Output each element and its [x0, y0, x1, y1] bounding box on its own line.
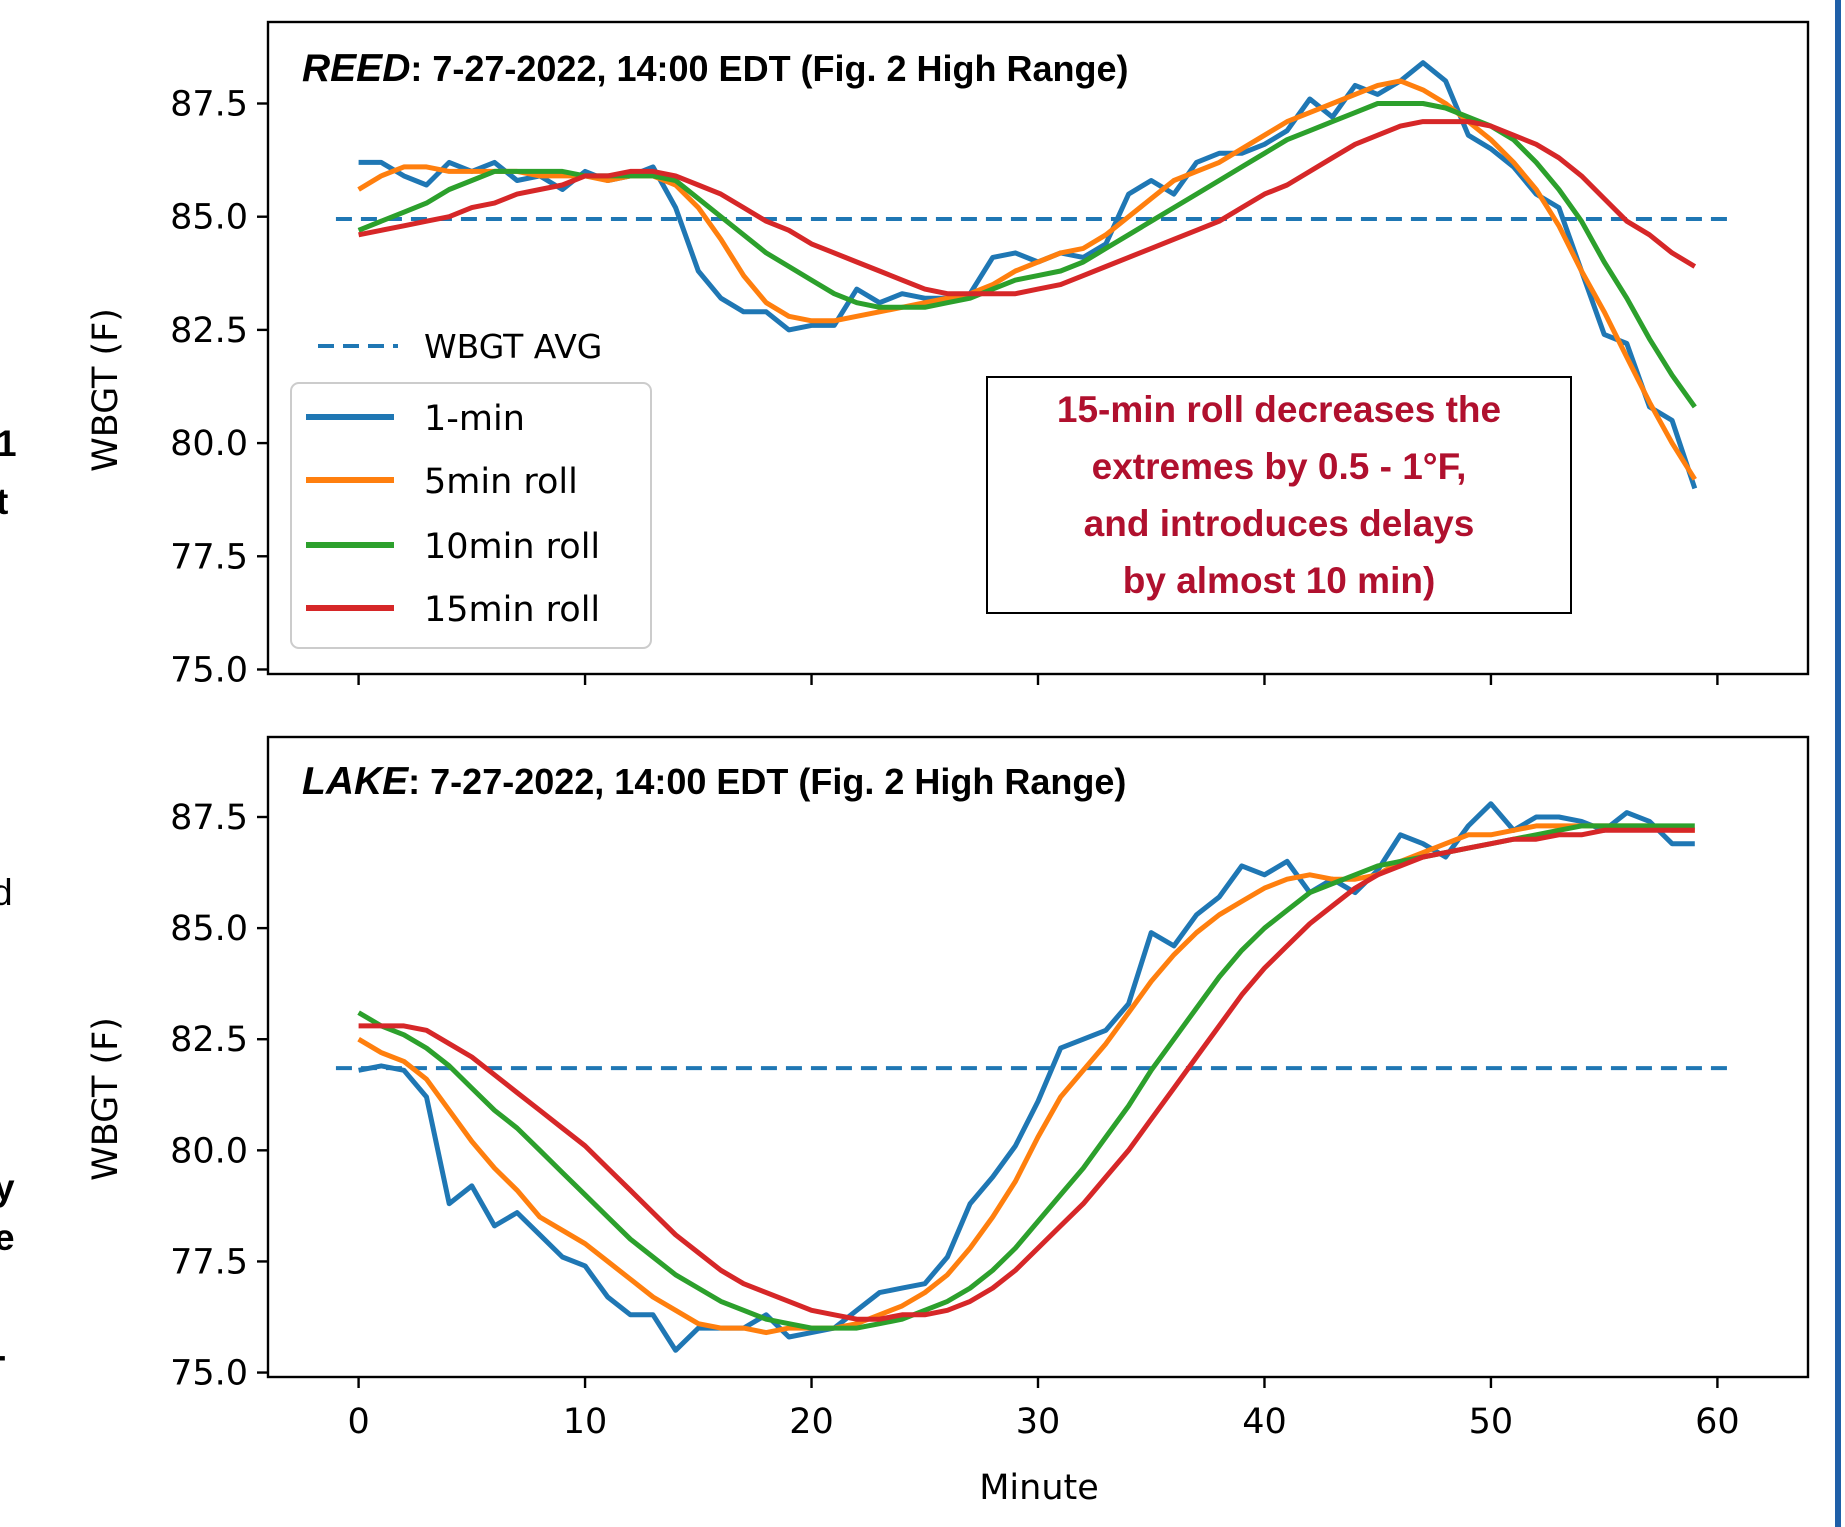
annotation-line-1: 15-min roll decreases the: [1057, 389, 1501, 430]
annotation: 15-min roll decreases the extremes by 0.…: [986, 376, 1572, 614]
side-fragment-2: t: [0, 481, 8, 522]
lake-y-tick-label-0: 75.0: [170, 1354, 248, 1394]
lake-y-tick-label-3: 82.5: [170, 1020, 248, 1060]
legend-label-5min: 5min roll: [424, 462, 578, 502]
lake-title-rest: : 7-27-2022, 14:00 EDT (Fig. 2 High Rang…: [408, 761, 1126, 802]
lake-x-tick-label-0: 0: [347, 1402, 369, 1442]
reed-x-ticks: [357, 674, 1719, 685]
lake-x-tick-label-6: 60: [1695, 1402, 1740, 1442]
lake-y-tick-label-4: 85.0: [170, 909, 248, 949]
reed-panel-title: REED: 7-27-2022, 14:00 EDT (Fig. 2 High …: [302, 47, 1129, 90]
legend-label-10min: 10min roll: [424, 527, 600, 567]
legend: WBGT AVG 1-min 5min roll 10min roll 15mi…: [290, 327, 652, 649]
lake-series-1-min: [358, 801, 1695, 1353]
lake-plot-frame: [266, 735, 1810, 1379]
annotation-line-3: and introduces delays: [1084, 503, 1475, 544]
lake-x-tick-label-2: 20: [789, 1402, 834, 1442]
x-axis-label: Minute: [979, 1468, 1099, 1508]
annotation-box: [986, 376, 1572, 614]
side-fragment-3: d: [0, 872, 13, 913]
lake-y-tick-label-5: 87.5: [170, 798, 248, 838]
reed-y-ticks: 75.0 77.5 80.0 82.5 85.0 87.5: [170, 85, 268, 690]
lake-title-station: LAKE: [302, 760, 409, 803]
reed-y-tick-label-0: 75.0: [170, 650, 248, 690]
side-fragment-1: 1: [0, 423, 17, 464]
lake-x-ticks: 0 10 20 30 40 50 60: [347, 1377, 1740, 1442]
reed-y-axis-label: WBGT (F): [86, 308, 126, 472]
reed-y-tick-label-4: 85.0: [170, 198, 248, 238]
legend-label-15min: 15min roll: [424, 590, 600, 630]
reed-y-tick-label-1: 77.5: [170, 537, 248, 577]
reed-y-tick-label-3: 82.5: [170, 311, 248, 351]
lake-series-5min-roll: [357, 823, 1695, 1336]
lake-series-layer: [357, 801, 1695, 1353]
reed-y-tick-label-5: 87.5: [170, 85, 248, 125]
side-fragment-5: e: [0, 1217, 15, 1258]
reed-panel: WBGT (F) 75.0 77.5 80.0 82.5 85.0 87.5 REED: …: [86, 20, 1810, 690]
reed-y-tick-label-2: 80.0: [170, 424, 248, 464]
lake-x-tick-label-5: 50: [1469, 1402, 1514, 1442]
lake-y-tick-label-2: 80.0: [170, 1131, 248, 1171]
annotation-line-2: extremes by 0.5 - 1°F,: [1092, 446, 1467, 487]
lake-panel: WBGT (F) 75.0 77.5 80.0 82.5 85.0 87.5 0 10 20 3…: [86, 735, 1810, 1508]
side-fragment-4: y: [0, 1167, 15, 1208]
lake-x-tick-label-3: 30: [1016, 1402, 1061, 1442]
reed-title-rest: : 7-27-2022, 14:00 EDT (Fig. 2 High Rang…: [410, 48, 1128, 89]
side-fragment-6: -: [0, 1335, 6, 1376]
reed-series-15min-roll: [358, 119, 1697, 297]
reed-title-station: REED: [302, 47, 410, 90]
lake-x-tick-label-1: 10: [563, 1402, 608, 1442]
legend-avg-label: WBGT AVG: [424, 327, 602, 366]
lake-panel-title: LAKE: 7-27-2022, 14:00 EDT (Fig. 2 High …: [302, 760, 1126, 803]
lake-series-15min-roll: [358, 827, 1695, 1322]
annotation-line-4: by almost 10 min): [1123, 560, 1436, 601]
lake-y-axis-label: WBGT (F): [86, 1017, 126, 1181]
legend-label-1-min: 1-min: [424, 399, 525, 439]
reed-series-layer: [357, 60, 1698, 490]
reed-plot-frame: [266, 20, 1810, 676]
legend-box: [290, 382, 652, 649]
lake-y-ticks: 75.0 77.5 80.0 82.5 85.0 87.5: [170, 798, 268, 1394]
lake-y-tick-label-1: 77.5: [170, 1242, 248, 1282]
lake-x-tick-label-4: 40: [1242, 1402, 1287, 1442]
